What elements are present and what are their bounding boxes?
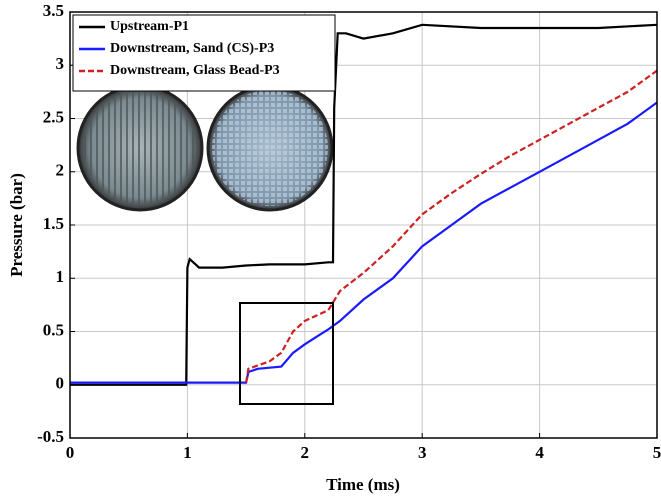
zoom-box [239,302,334,405]
y-axis-label: Pressure (bar) [7,173,26,277]
x-axis-label: Time (ms) [326,475,400,494]
x-tick-label: 4 [535,443,544,462]
sample-texture [212,90,328,206]
data-line [245,69,658,383]
x-tick-label: 1 [183,443,192,462]
y-tick-label: 1.5 [43,214,64,233]
y-tick-label: 3 [56,54,65,73]
y-tick-label: 1 [56,267,65,286]
plot-frame [69,11,658,439]
y-tick-label: 2 [56,161,65,180]
legend-label: Downstream, Glass Bead-P3 [110,63,280,78]
x-tick-label: 3 [418,443,427,462]
legend-label: Upstream-P1 [110,19,189,34]
x-tick-label: 2 [301,443,310,462]
y-tick-label: 0 [56,374,65,393]
x-tick-label: 5 [653,443,661,462]
legend-label: Downstream, Sand (CS)-P3 [110,41,274,56]
y-tick-label: 0.5 [43,320,64,339]
y-tick-label: -0.5 [37,427,64,446]
legend-box [72,14,336,92]
sample-texture [82,90,198,206]
data-line [70,23,658,386]
y-tick-label: 2.5 [43,107,64,126]
data-line [70,101,658,384]
y-tick-label: 3.5 [43,1,64,20]
x-tick-label: 0 [66,443,75,462]
